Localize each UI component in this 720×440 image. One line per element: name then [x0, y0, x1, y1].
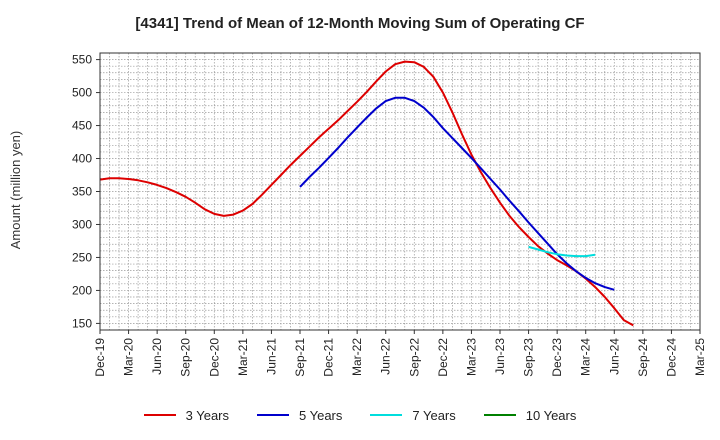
y-tick-label: 550 [72, 53, 92, 67]
grid-layer [100, 53, 700, 330]
x-tick-label: Sep-24 [636, 338, 650, 377]
legend: 3 Years 5 Years 7 Years 10 Years [0, 405, 720, 425]
x-tick-label: Dec-21 [322, 338, 336, 377]
legend-item: 5 Years [257, 408, 342, 423]
y-axis-ticks: 150 200 250 300 350 400 450 500 550 [72, 53, 100, 330]
x-tick-label: Jun-22 [379, 338, 393, 375]
x-tick-label: Mar-23 [464, 338, 478, 376]
x-tick-label: Jun-23 [493, 338, 507, 375]
y-tick-label: 200 [72, 283, 92, 297]
series-line-7-years [528, 245, 596, 258]
y-tick-label: 250 [72, 250, 92, 264]
legend-label: 5 Years [299, 407, 343, 423]
x-tick-label: Dec-20 [207, 338, 221, 377]
series-line-5-years [299, 96, 615, 291]
y-tick-label: 400 [72, 152, 92, 166]
x-tick-label: Dec-23 [550, 338, 564, 377]
legend-swatch [483, 414, 516, 416]
legend-swatch [257, 414, 289, 416]
legend-swatch [370, 414, 403, 416]
y-axis-label: Amount (million yen) [8, 130, 23, 250]
x-tick-label: Jun-21 [264, 338, 278, 375]
y-tick-label: 350 [72, 185, 92, 199]
x-tick-label: Dec-22 [436, 338, 450, 377]
y-tick-label: 500 [72, 86, 92, 100]
x-tick-label: Mar-25 [693, 338, 707, 376]
x-tick-label: Mar-22 [350, 338, 364, 376]
legend-label: 3 Years [185, 407, 229, 423]
x-tick-label: Jun-24 [607, 338, 621, 375]
legend-item: 7 Years [370, 407, 456, 423]
x-tick-label: Sep-20 [179, 338, 193, 377]
legend-label: 10 Years [525, 407, 577, 423]
x-tick-label: Mar-24 [579, 338, 593, 376]
x-tick-label: Sep-23 [522, 338, 536, 377]
x-tick-label: Dec-19 [93, 338, 107, 377]
x-axis-ticks: Dec-19 Mar-20 Jun-20 Sep-20 Dec-20 Mar-21 Jun-… [93, 330, 707, 377]
x-tick-label: Dec-24 [664, 338, 678, 377]
legend-swatch [143, 414, 176, 416]
x-tick-label: Sep-22 [407, 338, 421, 377]
chart-title: [4341] Trend of Mean of 12-Month Moving … [135, 15, 585, 32]
x-tick-label: Mar-21 [236, 338, 250, 376]
y-tick-label: 450 [72, 119, 92, 133]
legend-label: 7 Years [412, 407, 456, 423]
legend-item: 3 Years [143, 407, 229, 423]
x-tick-label: Mar-20 [122, 338, 136, 376]
y-tick-label: 150 [72, 316, 92, 330]
series-layer [99, 60, 634, 327]
y-tick-label: 300 [72, 217, 92, 231]
x-tick-label: Sep-21 [293, 338, 307, 377]
x-tick-label: Jun-20 [150, 338, 164, 375]
legend-item: 10 Years [483, 407, 577, 423]
